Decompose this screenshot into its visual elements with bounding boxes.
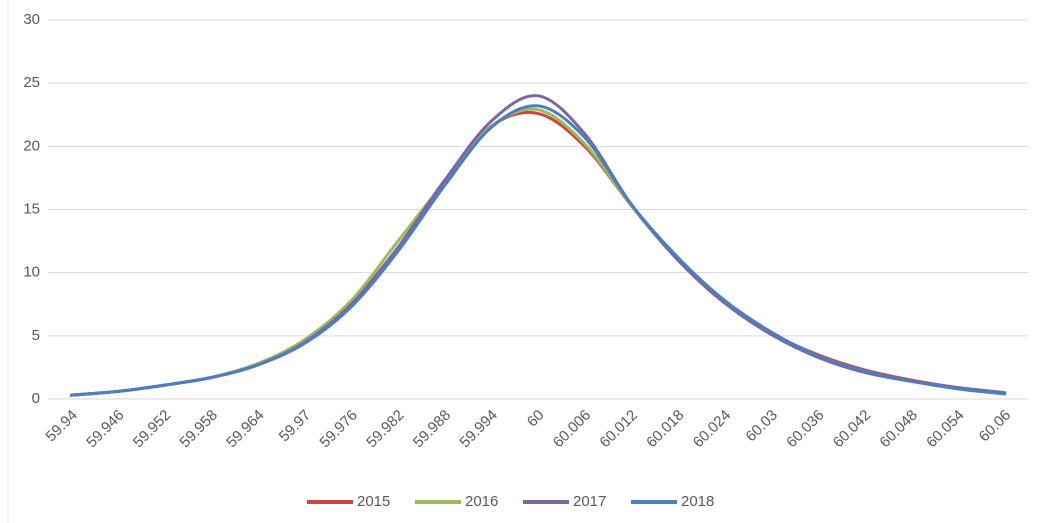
x-tick-label: 59.97: [276, 407, 315, 446]
y-tick-label: 5: [32, 327, 40, 344]
x-tick-label: 60.024: [690, 407, 734, 451]
x-tick-label: 59.976: [316, 407, 360, 451]
y-tick-label: 10: [23, 264, 40, 281]
y-tick-label: 25: [23, 74, 40, 91]
x-tick-label: 60.018: [643, 407, 687, 451]
x-tick-label: 60.012: [596, 407, 640, 451]
series-line: [69, 107, 1007, 397]
y-tick-label: 15: [23, 200, 40, 217]
y-tick-label: 0: [32, 390, 40, 407]
x-tick-label: 59.94: [42, 407, 81, 446]
legend-label: 2017: [573, 493, 606, 510]
x-tick-label: 59.964: [223, 407, 267, 451]
x-tick-label: 60: [524, 407, 548, 431]
series-line: [69, 110, 1007, 397]
x-tick-label: 60.036: [783, 407, 827, 451]
x-tick-label: 60.054: [923, 407, 967, 451]
x-tick-label: 59.946: [83, 407, 127, 451]
x-tick-label: 59.994: [456, 407, 500, 451]
x-tick-label: 60.042: [830, 407, 874, 451]
y-tick-label: 20: [23, 137, 40, 154]
y-tick-label: 30: [23, 11, 40, 28]
x-tick-label: 60.048: [876, 407, 920, 451]
x-tick-label: 60.006: [550, 407, 594, 451]
x-tick-label: 59.982: [363, 407, 407, 451]
x-tick-label: 60.03: [742, 407, 781, 446]
x-tick-label: 59.988: [410, 407, 454, 451]
legend-label: 2018: [681, 493, 714, 510]
series-line: [69, 94, 1007, 397]
legend-label: 2015: [357, 493, 390, 510]
legend-label: 2016: [465, 493, 498, 510]
x-tick-label: 59.958: [176, 407, 220, 451]
x-tick-label: 60.06: [976, 407, 1015, 446]
series-line: [69, 104, 1007, 397]
x-tick-label: 59.952: [130, 407, 174, 451]
